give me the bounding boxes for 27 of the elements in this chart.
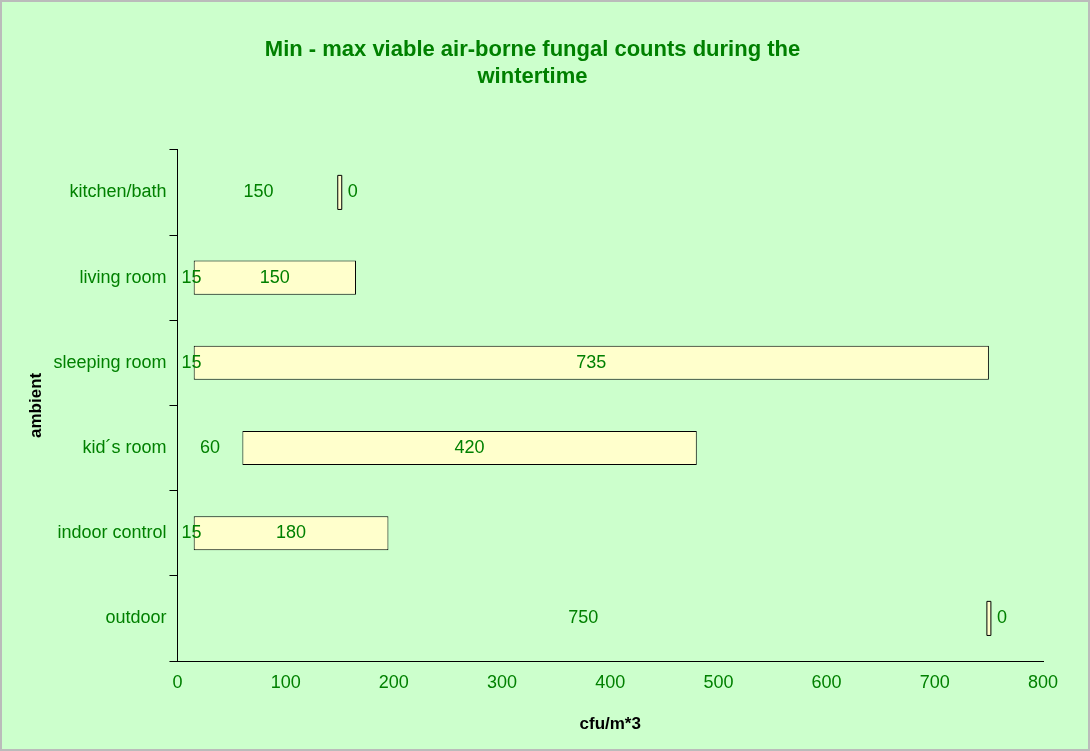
annotation: 150: [243, 181, 274, 202]
y-tick-label: kitchen/bath: [69, 181, 167, 202]
data-label: 0: [996, 607, 1007, 628]
x-tick-label: 500: [703, 671, 734, 692]
y-tick-label: kid´s room: [82, 436, 167, 457]
x-tick-label: 300: [487, 671, 518, 692]
y-tick-label: sleeping room: [53, 351, 167, 372]
data-label: 420: [454, 436, 485, 457]
data-label: 735: [576, 351, 607, 372]
data-label: 180: [276, 522, 307, 543]
chart-title: Min - max viable air-borne fungal counts during the wintertime: [264, 36, 801, 88]
x-axis-title: cfu/m*3: [579, 714, 641, 734]
x-tick-label: 100: [270, 671, 301, 692]
annotation: 60: [199, 436, 220, 457]
data-label: 150: [259, 266, 290, 287]
y-axis-title: ambient: [25, 372, 45, 438]
x-tick-label: 400: [595, 671, 626, 692]
x-tick-label: 600: [811, 671, 842, 692]
y-tick-label: indoor control: [57, 522, 167, 543]
annotation: 750: [568, 607, 599, 628]
data-label: 0: [347, 181, 358, 202]
x-tick-label: 0: [172, 671, 183, 692]
y-tick-label: living room: [79, 266, 167, 287]
x-tick-label: 200: [378, 671, 409, 692]
x-tick-label: 800: [1027, 671, 1059, 692]
x-tick-label: 700: [919, 671, 950, 692]
y-tick-label: outdoor: [105, 607, 167, 628]
